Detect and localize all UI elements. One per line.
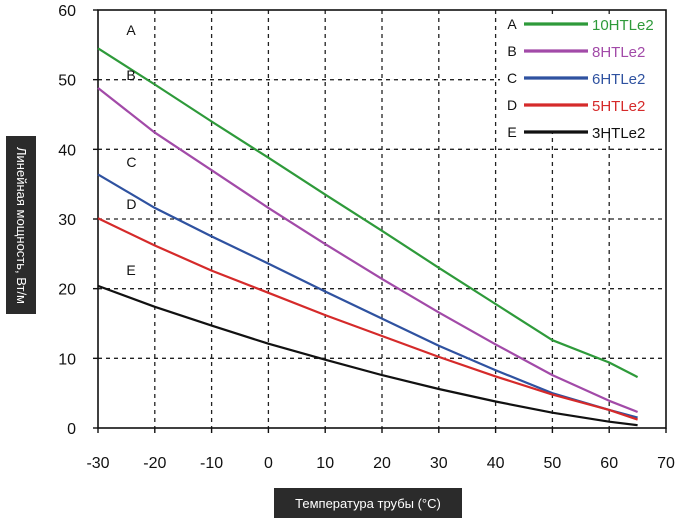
y-axis-label-text: Линейная мощность, Вт/м (13, 146, 29, 304)
x-tick-label: 60 (600, 455, 618, 472)
legend-name-6HTLe2: 6HTLe2 (592, 71, 645, 88)
legend-box (500, 14, 664, 132)
curve-label-C: C (126, 154, 136, 170)
curve-label-A: A (126, 22, 136, 38)
series-line-3HTLe2 (97, 284, 638, 427)
x-tick-label: -10 (200, 455, 223, 472)
legend-letter-C: C (507, 70, 517, 86)
legend-name-3HTLe2: 3HTLe2 (592, 125, 645, 142)
legend-name-5HTLe2: 5HTLe2 (592, 98, 645, 115)
curve-label-D: D (126, 196, 136, 212)
x-tick-label: -20 (143, 455, 166, 472)
y-tick-label: 30 (58, 212, 76, 229)
y-tick-label: 50 (58, 73, 76, 90)
x-tick-label: 30 (430, 455, 448, 472)
y-tick-label: 20 (58, 282, 76, 299)
legend: A 10HTLe2 B 8HTLe2 C 6HTLe2 D 5HTLe2 E 3HTLe2 (500, 14, 664, 142)
legend-letter-E: E (507, 124, 516, 140)
series-lines (97, 47, 639, 427)
y-tick-label: 0 (67, 421, 76, 438)
y-tick-label: 60 (58, 3, 76, 20)
x-tick-label: 0 (264, 455, 273, 472)
x-axis-label: Температура трубы (°C) (274, 488, 462, 518)
legend-name-10HTLe2: 10HTLe2 (592, 17, 654, 34)
curve-label-E: E (126, 262, 135, 278)
x-tick-label: 50 (544, 455, 562, 472)
series-line-10HTLe2 (97, 47, 639, 379)
y-tick-label: 10 (58, 351, 76, 368)
tick-labels: -30 -20 -10 0 10 20 30 40 50 60 70 0 10 20 30 40 50 60 (58, 3, 675, 472)
series-line-8HTLe2 (97, 87, 639, 414)
curve-label-B: B (126, 67, 135, 83)
legend-letter-B: B (507, 43, 516, 59)
legend-name-8HTLe2: 8HTLe2 (592, 44, 645, 61)
x-tick-label: -30 (86, 455, 109, 472)
legend-letter-D: D (507, 97, 517, 113)
x-tick-label: 70 (657, 455, 675, 472)
x-tick-label: 10 (316, 455, 334, 472)
legend-letter-A: A (507, 16, 517, 32)
x-tick-label: 20 (373, 455, 391, 472)
y-axis-label: Линейная мощность, Вт/м (6, 136, 36, 314)
series-line-6HTLe2 (97, 173, 638, 419)
x-axis-label-text: Температура трубы (°C) (295, 495, 441, 511)
y-tick-label: 40 (58, 142, 76, 159)
x-tick-label: 40 (487, 455, 505, 472)
series-line-5HTLe2 (97, 217, 638, 421)
curve-labels: A B C D E (126, 22, 136, 278)
